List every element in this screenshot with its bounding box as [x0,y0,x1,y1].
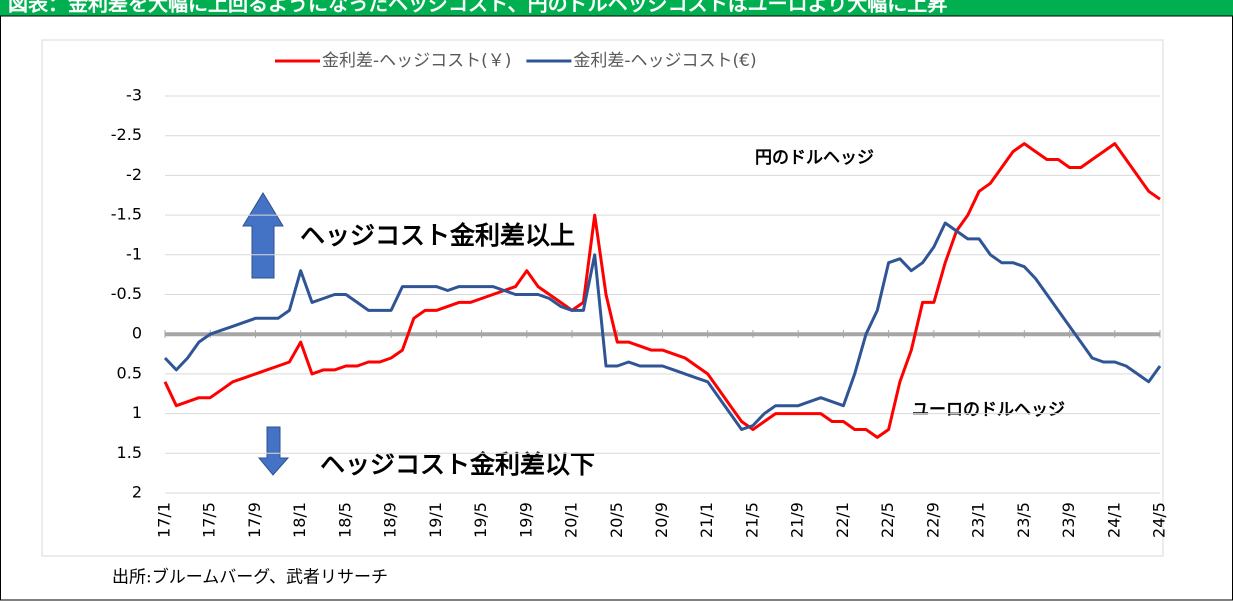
x-tick-label: 20/1 [562,502,581,538]
x-tick-label: 20/5 [607,502,626,538]
x-tick-label: 19/1 [426,502,445,538]
y-tick-label: -1.5 [111,205,142,224]
x-tick-label: 23/9 [1059,502,1078,538]
y-tick-label: -3 [126,86,142,105]
x-tick-label: 22/9 [923,502,942,538]
x-tick-label: 19/5 [471,502,490,538]
annotation: ユーロのドルヘッジ [912,400,1065,420]
x-tick-label: 21/1 [697,502,716,538]
y-tick-label: -2 [126,165,142,184]
up-arrow [242,192,284,279]
series-line [163,221,1162,431]
y-tick-label: 0.5 [117,363,142,382]
legend-label: 金利差-ヘッジコスト(€) [573,51,756,71]
legend-label: 金利差-ヘッジコスト(￥) [322,51,511,71]
y-tick-label: -2.5 [111,125,142,144]
title-bar [0,0,1233,16]
y-tick-label: 2 [132,483,142,502]
x-tick-label: 18/5 [335,502,354,538]
x-tick-label: 18/1 [290,502,309,538]
x-tick-label: 20/9 [652,502,671,538]
y-tick-label: 1 [132,403,142,422]
x-tick-label: 17/5 [200,502,219,538]
y-tick-label: -0.5 [111,284,142,303]
y-tick-label: 0 [132,324,142,343]
annotation: ヘッジコスト金利差以上 [300,221,575,250]
x-tick-label: 19/9 [516,502,535,538]
x-tick-label: 17/9 [245,502,264,538]
series-line [163,142,1161,439]
chart-frame [41,39,1164,557]
x-tick-label: 23/5 [1014,502,1033,538]
chart-title: 図表：金利差を大幅に上回るようになったヘッジコスト、円のドルヘッジコストはユーロ… [8,0,947,16]
annotation: ヘッジコスト金利差以下 [320,450,595,479]
down-arrow [257,426,290,476]
annotation: 円のドルヘッジ [755,148,874,168]
x-tick-label: 18/9 [381,502,400,538]
x-tick-label: 17/1 [155,502,174,538]
x-tick-label: 24/5 [1150,502,1169,538]
source: 出所:ブルームバーグ、武者リサーチ [112,567,388,588]
x-tick-label: 21/5 [742,502,761,538]
x-tick-label: 23/1 [969,502,988,538]
y-tick-label: 1.5 [117,443,142,462]
y-tick-label: -1 [126,244,142,263]
x-tick-label: 21/9 [788,502,807,538]
x-tick-label: 22/5 [878,502,897,538]
x-tick-label: 24/1 [1104,502,1123,538]
x-tick-label: 22/1 [833,502,852,538]
